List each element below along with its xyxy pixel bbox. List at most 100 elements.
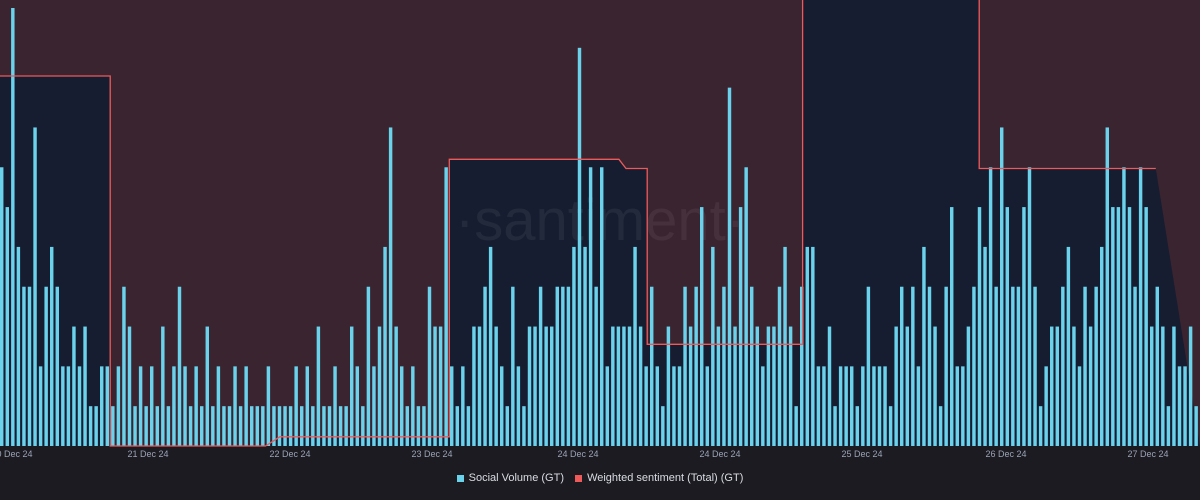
social-volume-bar	[233, 366, 237, 446]
social-volume-bar	[877, 366, 882, 446]
social-volume-bar	[1183, 366, 1187, 446]
social-volume-bar	[861, 366, 865, 446]
social-volume-bar	[622, 326, 626, 446]
social-volume-bar	[522, 406, 526, 446]
social-volume-bar	[1000, 127, 1004, 446]
x-tick-label: 22 Dec 24	[269, 449, 310, 459]
social-volume-bar	[11, 8, 15, 446]
social-volume-bar	[933, 326, 937, 446]
social-volume-bar	[783, 246, 787, 446]
weighted-sentiment-line	[0, 0, 1156, 447]
social-volume-bar	[1050, 326, 1054, 446]
social-volume-bar	[833, 406, 837, 446]
social-volume-bar	[716, 326, 721, 446]
social-volume-bar	[838, 366, 843, 446]
social-volume-bar	[961, 366, 965, 446]
social-volume-bar	[1111, 207, 1115, 446]
social-volume-bar	[411, 366, 415, 446]
social-volume-bar	[600, 167, 604, 446]
social-volume-bar	[88, 406, 93, 446]
social-volume-bar	[377, 326, 382, 446]
social-volume-bar	[633, 246, 637, 446]
social-volume-bar	[277, 406, 282, 446]
social-volume-bar	[138, 366, 143, 446]
social-volume-bar	[555, 286, 559, 446]
legend-item-weighted-sentiment[interactable]: Weighted sentiment (Total) (GT)	[575, 472, 743, 484]
social-volume-bar	[1144, 207, 1148, 446]
social-volume-bar	[894, 326, 898, 446]
social-volume-bar	[594, 286, 598, 446]
social-volume-bar	[150, 366, 154, 446]
social-volume-bar	[333, 366, 337, 446]
social-volume-bar	[850, 366, 854, 446]
social-volume-bar	[1127, 207, 1132, 446]
social-volume-bar	[944, 286, 948, 446]
social-volume-bar	[1116, 207, 1121, 446]
social-volume-bar	[1105, 127, 1109, 446]
social-volume-bars	[0, 8, 1198, 446]
social-volume-bar	[972, 286, 976, 446]
social-volume-bar	[627, 326, 632, 446]
social-volume-bar	[116, 366, 121, 446]
social-volume-bar	[705, 366, 709, 446]
social-volume-swatch	[456, 474, 464, 482]
social-volume-bar	[822, 366, 826, 446]
social-volume-bar	[527, 326, 532, 446]
social-volume-bar	[844, 366, 848, 446]
social-volume-bar	[111, 406, 115, 446]
social-volume-bar	[300, 406, 304, 446]
social-volume-bar	[466, 406, 471, 446]
social-volume-bar	[355, 366, 359, 446]
social-volume-bar	[738, 207, 743, 446]
social-volume-bar	[1177, 366, 1182, 446]
social-volume-bar	[1016, 286, 1021, 446]
social-volume-bar	[1044, 366, 1048, 446]
social-volume-bar	[611, 326, 615, 446]
x-tick-label: 24 Dec 24	[557, 449, 598, 459]
social-volume-bar	[272, 406, 276, 446]
social-volume-bar	[694, 286, 698, 446]
social-volume-bar	[966, 326, 971, 446]
social-volume-bar	[988, 167, 993, 446]
social-volume-bar	[811, 246, 815, 446]
social-volume-bar	[27, 286, 32, 446]
social-volume-bar	[472, 326, 476, 446]
social-volume-bar	[1138, 167, 1143, 446]
social-volume-bar	[905, 326, 909, 446]
social-volume-bar	[722, 286, 726, 446]
social-volume-bar	[866, 286, 871, 446]
social-volume-bar	[66, 366, 71, 446]
social-volume-bar	[644, 366, 648, 446]
social-volume-bar	[588, 167, 593, 446]
social-volume-bar	[1061, 286, 1065, 446]
social-volume-bar	[438, 326, 443, 446]
social-volume-bar	[266, 366, 271, 446]
social-volume-bar	[155, 406, 159, 446]
social-volume-bar	[511, 286, 515, 446]
social-volume-bar	[72, 326, 76, 446]
social-volume-bar	[1094, 286, 1098, 446]
social-volume-bar	[794, 406, 798, 446]
legend-item-social-volume[interactable]: Social Volume (GT)	[456, 472, 564, 484]
social-volume-bar	[122, 286, 126, 446]
social-volume-bar	[461, 366, 465, 446]
social-volume-bar	[727, 87, 732, 446]
social-volume-bar	[166, 406, 171, 446]
x-tick-label: 24 Dec 24	[699, 449, 740, 459]
social-volume-bar	[788, 326, 793, 446]
social-volume-bar	[94, 406, 98, 446]
social-volume-bar	[538, 286, 543, 446]
social-volume-bar	[577, 47, 582, 446]
social-volume-bar	[1188, 326, 1193, 446]
social-volume-bar	[344, 406, 348, 446]
social-volume-bar	[44, 286, 48, 446]
social-volume-bar	[261, 406, 265, 446]
social-volume-bar	[1077, 366, 1082, 446]
social-volume-bar	[805, 246, 809, 446]
social-volume-bar	[444, 167, 448, 446]
social-volume-bar	[161, 326, 165, 446]
social-volume-bar	[700, 207, 704, 446]
social-volume-bar	[655, 366, 659, 446]
social-volume-bar	[1172, 326, 1176, 446]
social-volume-bar	[544, 326, 548, 446]
